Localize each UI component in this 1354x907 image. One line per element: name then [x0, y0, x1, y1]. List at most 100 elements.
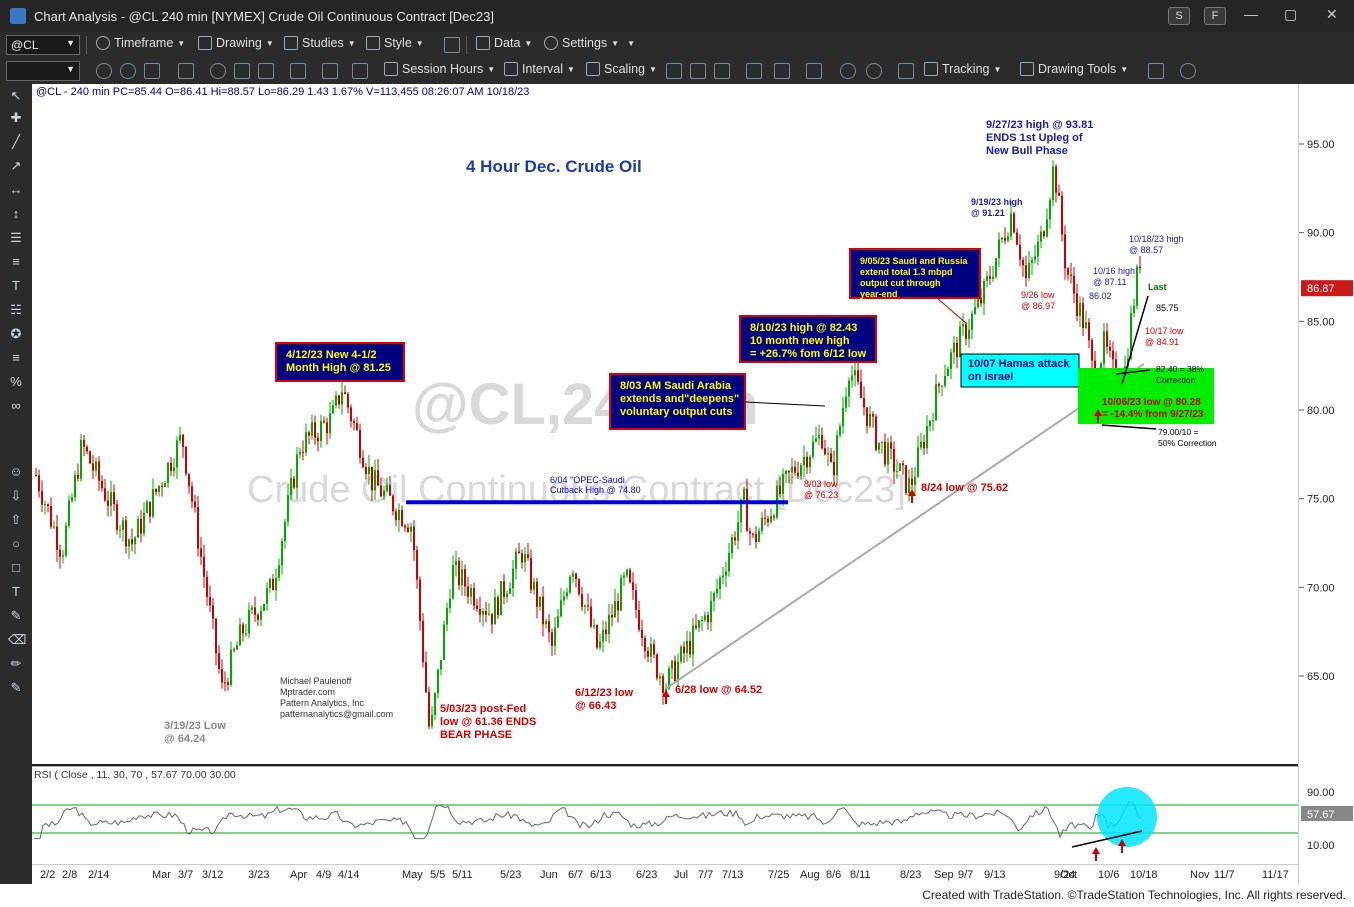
symbol-dropdown[interactable]: @CL ▼	[6, 35, 80, 55]
bar-width-icon[interactable]	[690, 63, 706, 79]
text-box-icon[interactable]: T	[12, 584, 20, 599]
text-icon[interactable]: T	[12, 278, 20, 293]
export-icon[interactable]	[1148, 63, 1164, 79]
settings-menu[interactable]: Settings ▼ ▼	[544, 36, 635, 50]
candle-body	[242, 624, 244, 634]
candle-body	[380, 485, 382, 497]
minimize-icon[interactable]: —	[1244, 6, 1258, 22]
refresh-icon[interactable]	[96, 63, 112, 79]
scroll-right-icon[interactable]	[774, 63, 790, 79]
data-menu[interactable]: Data ▼	[476, 36, 532, 50]
maximize-icon[interactable]: ▢	[1284, 6, 1298, 22]
candle-body	[224, 682, 226, 684]
label-3-19: 3/19/23 Low	[164, 720, 226, 732]
candle-body	[539, 596, 541, 607]
candle-body	[389, 484, 391, 496]
pencil-icon[interactable]: ✎	[10, 608, 22, 623]
close-icon[interactable]: ✕	[1326, 6, 1338, 22]
s-button[interactable]: S	[1168, 7, 1190, 25]
link-icon[interactable]	[120, 63, 136, 79]
trendline-icon[interactable]: ╱	[12, 134, 20, 149]
color-icon[interactable]	[210, 63, 226, 79]
candle-body	[302, 451, 304, 453]
fibonacci-icon[interactable]: ≡	[12, 254, 20, 269]
candle-body	[47, 504, 49, 507]
bar-spacing-icon[interactable]	[666, 63, 682, 79]
levels-icon[interactable]: ≡	[12, 350, 20, 365]
interval-menu[interactable]: Interval ▼	[504, 62, 575, 76]
ray-icon[interactable]: ↗	[10, 158, 22, 173]
candle-body	[734, 537, 736, 541]
pitchfork-icon[interactable]: ☵	[10, 302, 22, 317]
candle-body	[476, 605, 478, 609]
box-9-05-text: output cut through	[860, 278, 940, 288]
grid-icon[interactable]	[322, 63, 338, 79]
alert-icon[interactable]	[258, 63, 274, 79]
price-axis[interactable]: 95.00 90.00 85.00 80.00 75.00 70.00 65.00 86.87…	[1298, 84, 1354, 884]
tracking-menu[interactable]: Tracking ▼	[924, 62, 1001, 76]
candle-body	[218, 653, 220, 669]
candle-body	[680, 646, 682, 662]
zoom-out-icon[interactable]	[866, 63, 882, 79]
cycle-icon[interactable]: ∞	[11, 398, 21, 413]
smiley-icon[interactable]: ☺	[9, 464, 23, 479]
gann-icon[interactable]: ✪	[10, 326, 22, 341]
scroll-left-icon[interactable]	[746, 63, 762, 79]
calendar-icon[interactable]	[352, 63, 368, 79]
box-9-05	[849, 248, 981, 299]
candle-body	[908, 478, 910, 494]
f-button[interactable]: F	[1204, 7, 1226, 25]
workspace-dropdown[interactable]: ▼	[6, 61, 80, 81]
chart-link-icon[interactable]	[290, 63, 306, 79]
drawing-menu[interactable]: Drawing ▼	[198, 36, 274, 50]
arrow-up-icon[interactable]: ⇧	[10, 512, 22, 527]
rotate-icon[interactable]	[234, 63, 250, 79]
rectangle-icon[interactable]: □	[12, 560, 20, 575]
drawing-tools-menu[interactable]: Drawing Tools ▼	[1020, 62, 1128, 76]
up-arrow-icon	[1094, 409, 1102, 423]
label-38-correction: 82.40 = 38%	[1156, 364, 1204, 374]
zoom-data-icon[interactable]	[178, 63, 194, 79]
window-icon[interactable]	[144, 63, 160, 79]
fit-icon[interactable]	[806, 63, 822, 79]
horizontal-line-icon[interactable]: ↔	[9, 182, 23, 197]
label-9-27: 9/27/23 high @ 93.81	[986, 119, 1093, 131]
scaling-menu[interactable]: Scaling ▼	[586, 62, 657, 76]
pointer-icon[interactable]: ↖	[10, 88, 22, 103]
studies-menu[interactable]: Studies ▼	[284, 36, 356, 50]
candle-body	[890, 442, 892, 449]
candle-body	[1082, 303, 1084, 329]
candle-body	[728, 553, 730, 572]
price-chart[interactable]: @CL - 240 min PC=85.44 O=86.41 Hi=88.57 …	[32, 84, 1298, 764]
candle-icon[interactable]	[714, 63, 730, 79]
rsi-pane[interactable]: RSI ( Close , 11, 30, 70 , 57.67 70.00 3…	[32, 766, 1298, 864]
time-axis[interactable]: 2/2 2/8 2/14 Mar 3/7 3/12 3/23 Apr 4/9 4/14 May 5/5…	[32, 864, 1298, 884]
brush-icon[interactable]: ✏	[10, 656, 22, 671]
ellipse-icon[interactable]: ○	[12, 536, 20, 551]
interval-label: Interval	[522, 62, 563, 76]
arrow-down-icon[interactable]: ⇩	[10, 488, 22, 503]
studies-label: Studies	[302, 36, 344, 50]
layout-icon[interactable]	[444, 37, 460, 53]
channel-icon[interactable]: ☰	[10, 230, 22, 245]
style-menu[interactable]: Style ▼	[366, 36, 424, 50]
candle-body	[980, 298, 982, 304]
grid-toggle-icon[interactable]	[898, 63, 914, 79]
vertical-line-icon[interactable]: ↕	[12, 206, 20, 221]
marker-icon[interactable]: ✎	[10, 680, 22, 695]
comment-icon[interactable]	[1180, 63, 1196, 79]
price-tick-label: 85.00	[1307, 316, 1335, 328]
crosshair-icon[interactable]: ✚	[10, 110, 22, 125]
up-arrow-icon	[908, 489, 916, 503]
candle-body	[884, 441, 886, 465]
zoom-in-icon[interactable]	[840, 63, 856, 79]
candle-body	[617, 600, 619, 611]
session-hours-menu[interactable]: Session Hours ▼	[384, 62, 495, 76]
eraser-icon[interactable]: ⌫	[8, 632, 27, 647]
candle-body	[1031, 259, 1033, 263]
time-tick-label: 3/7	[178, 869, 193, 881]
percent-icon[interactable]: %	[10, 374, 22, 389]
timeframe-menu[interactable]: Timeframe ▼	[96, 36, 185, 50]
candle-body	[935, 384, 937, 421]
label-10-17: @ 84.91	[1145, 337, 1179, 347]
